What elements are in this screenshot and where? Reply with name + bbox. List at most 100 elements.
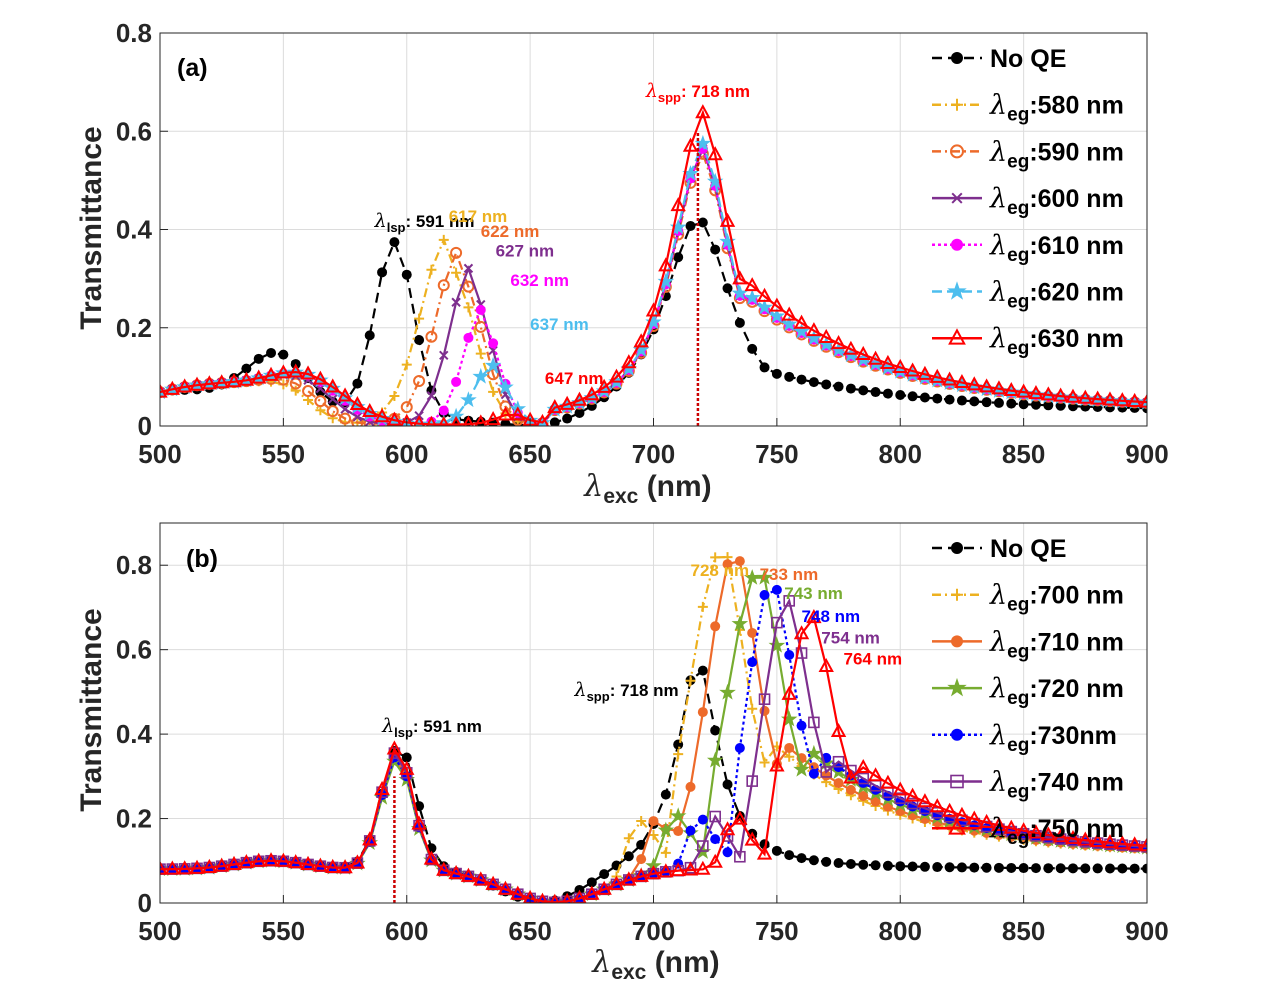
data-point (806, 322, 822, 337)
legend-label: λeg:590 nm (989, 136, 1124, 172)
data-point (657, 272, 675, 289)
ticks-b: 500 550 600 650 700 750 800 850 900 0 0.2 0.4 0.6 0.8 (116, 550, 1169, 946)
data-point (571, 394, 588, 410)
data-point (1102, 834, 1118, 849)
data-point (559, 395, 575, 410)
data-point (744, 831, 760, 846)
data-point (214, 857, 230, 872)
data-point (895, 389, 906, 400)
data-point (845, 383, 856, 394)
data-point (1055, 400, 1066, 411)
data-point (584, 386, 600, 401)
data-point (1003, 381, 1019, 397)
legend-label: λeg:740 nm (989, 767, 1124, 803)
data-point (993, 397, 1004, 408)
legend-item: λeg:710 nm (932, 626, 1124, 662)
data-point (932, 862, 943, 873)
data-point (164, 860, 181, 875)
data-point (710, 244, 721, 255)
data-point (1102, 391, 1118, 406)
data-point (362, 402, 378, 418)
data-point (189, 376, 205, 391)
data-point (201, 858, 218, 874)
x-tick-label: 850 (1002, 439, 1045, 469)
data-point (475, 304, 486, 315)
data-point (549, 893, 560, 903)
data-point (1006, 862, 1017, 873)
data-point (423, 850, 440, 865)
peak-annotation: 748 nm (802, 607, 861, 626)
data-point (389, 237, 400, 248)
data-point (1114, 835, 1131, 850)
legend-marker (947, 281, 967, 300)
data-point (944, 862, 955, 873)
data-point (377, 267, 388, 278)
data-point (882, 860, 893, 871)
legend-marker (951, 728, 963, 741)
data-point (571, 391, 588, 406)
x-tick-label: 600 (385, 916, 428, 946)
legend-b: No QE λeg:700 nm λeg:710 nm λeg:720 nm λeg:7… (932, 535, 1124, 849)
data-point (769, 297, 785, 312)
legend-item: No QE (932, 45, 1066, 73)
data-point (784, 850, 795, 861)
data-point (1015, 822, 1032, 837)
data-point (1142, 863, 1147, 874)
data-point (682, 861, 699, 876)
data-point (670, 197, 686, 212)
data-point (645, 302, 662, 317)
data-point (645, 865, 662, 880)
legend-label: λeg:750 nm (989, 813, 1124, 849)
data-point (414, 335, 425, 346)
data-point (697, 814, 708, 825)
data-point (808, 716, 820, 729)
data-point (904, 787, 921, 802)
x-axis-label-a: λexc (nm) (583, 469, 711, 508)
data-point (991, 380, 1007, 395)
data-point (389, 390, 400, 401)
data-point (710, 621, 721, 632)
y-tick-label: 0.6 (116, 635, 152, 665)
data-point (892, 781, 908, 796)
legend-label: λeg:700 nm (989, 580, 1124, 616)
legend-item: λeg:700 nm (932, 580, 1124, 616)
series-6 (160, 104, 1147, 426)
data-point (758, 693, 771, 705)
data-point (719, 212, 736, 227)
legend-marker (948, 328, 966, 345)
x-tick-label: 500 (138, 439, 181, 469)
data-point (438, 405, 449, 416)
data-point (266, 347, 277, 358)
y-axis-label-b: Transmittance (75, 608, 108, 811)
data-point (352, 412, 363, 422)
data-point (734, 317, 745, 328)
peak-annotation: 622 nm (481, 222, 540, 241)
data-point (288, 363, 304, 378)
data-point (1040, 826, 1056, 841)
data-point (759, 362, 770, 373)
data-point (917, 365, 933, 380)
data-point (747, 627, 758, 638)
peak-annotation: 627 nm (496, 242, 555, 261)
data-point (707, 853, 723, 868)
data-point (302, 385, 315, 398)
data-point (400, 401, 413, 414)
legend-label: No QE (990, 535, 1066, 563)
data-point (694, 134, 712, 151)
data-point (894, 792, 907, 805)
data-point (756, 568, 773, 585)
legend-label: λeg:630 nm (989, 323, 1124, 359)
legend-label: λeg:610 nm (989, 230, 1124, 266)
data-point (892, 358, 908, 373)
x-tick-label: 700 (632, 439, 675, 469)
data-point (497, 880, 514, 895)
data-point (719, 683, 736, 700)
data-point (756, 845, 773, 860)
legend-marker (951, 238, 963, 251)
data-point (820, 766, 833, 778)
data-point (673, 252, 684, 263)
data-point (771, 616, 783, 629)
data-point (685, 781, 696, 792)
